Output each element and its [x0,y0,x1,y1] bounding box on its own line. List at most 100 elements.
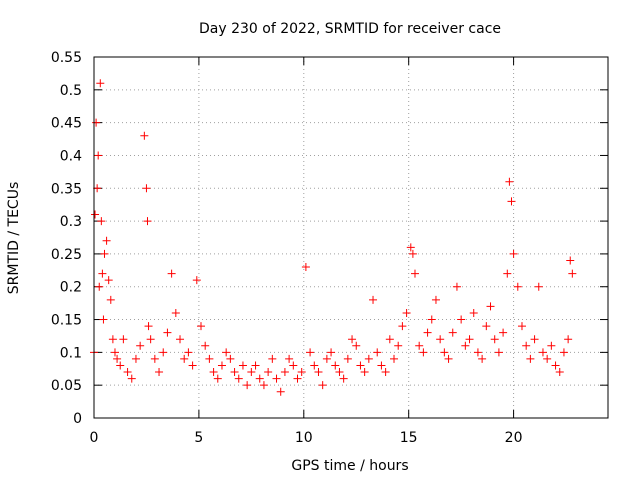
data-point [390,354,399,363]
data-point [490,335,499,344]
data-point [95,282,104,291]
data-point [436,335,445,344]
data-point [140,131,149,140]
data-point [478,354,487,363]
data-point [513,282,522,291]
data-point [238,361,247,370]
data-point [127,374,136,383]
y-axis-label: SRMTID / TECUs [6,182,22,295]
y-tick-label: 0 [73,411,82,427]
data-point [192,276,201,285]
data-point [555,368,564,377]
data-point [297,368,306,377]
data-point [119,335,128,344]
data-point [102,236,111,245]
data-point [318,381,327,390]
data-point [209,368,218,377]
data-point [289,361,298,370]
data-point [104,276,113,285]
data-point [522,341,531,350]
data-point [234,374,243,383]
data-point [473,348,482,357]
data-point [547,341,556,350]
data-point [131,354,140,363]
data-point [159,348,168,357]
data-point [217,361,226,370]
data-point [144,322,153,331]
data-point [461,341,470,350]
data-point [167,269,176,278]
data-point [543,354,552,363]
data-point [99,315,108,324]
data-point [381,368,390,377]
data-point [230,368,239,377]
data-point [423,328,432,337]
data-point [276,387,285,396]
data-point [142,184,151,193]
y-tick-label: 0.05 [51,378,82,394]
data-point [377,361,386,370]
data-point [176,335,185,344]
point-layer [90,79,577,396]
data-point [369,295,378,304]
y-tick-label: 0.2 [60,280,82,296]
y-tick-label: 0.35 [51,181,82,197]
data-point [373,348,382,357]
data-point [136,341,145,350]
data-point [448,328,457,337]
plot-frame [93,56,609,419]
data-point [251,361,260,370]
data-point [150,354,159,363]
data-point [440,348,449,357]
data-point [444,354,453,363]
data-point [339,374,348,383]
data-point [457,315,466,324]
data-point [394,341,403,350]
data-point [431,295,440,304]
data-point [280,368,289,377]
data-point [352,341,361,350]
x-tick-label: 10 [295,430,313,446]
data-point [146,335,155,344]
y-tick-label: 0.3 [60,214,82,230]
data-point [415,341,424,350]
data-point [94,151,103,160]
data-point [452,282,461,291]
data-point [507,197,516,206]
data-point [106,295,115,304]
data-point [110,348,119,357]
x-tick-label: 5 [194,430,203,446]
data-point [343,354,352,363]
data-point [327,348,336,357]
data-point [517,322,526,331]
data-point [205,354,214,363]
data-point [566,256,575,265]
data-point [113,354,122,363]
y-tick-label: 0.4 [60,148,82,164]
data-point [559,348,568,357]
data-point [410,269,419,278]
data-point [91,210,100,219]
y-tick-label: 0.1 [60,345,82,361]
chart-title: Day 230 of 2022, SRMTID for receiver cac… [199,21,501,37]
data-point [509,249,518,258]
data-point [116,361,125,370]
data-point [264,368,273,377]
data-point [163,328,172,337]
data-point [348,335,357,344]
data-point [255,374,264,383]
data-point [499,328,508,337]
data-point [322,354,331,363]
data-point [385,335,394,344]
data-point [243,381,252,390]
data-point [247,368,256,377]
data-point [503,269,512,278]
data-point [364,354,373,363]
data-point [213,374,222,383]
data-point [534,282,543,291]
data-point [408,249,417,258]
data-point [272,374,281,383]
data-point [301,263,310,272]
data-point [469,308,478,317]
